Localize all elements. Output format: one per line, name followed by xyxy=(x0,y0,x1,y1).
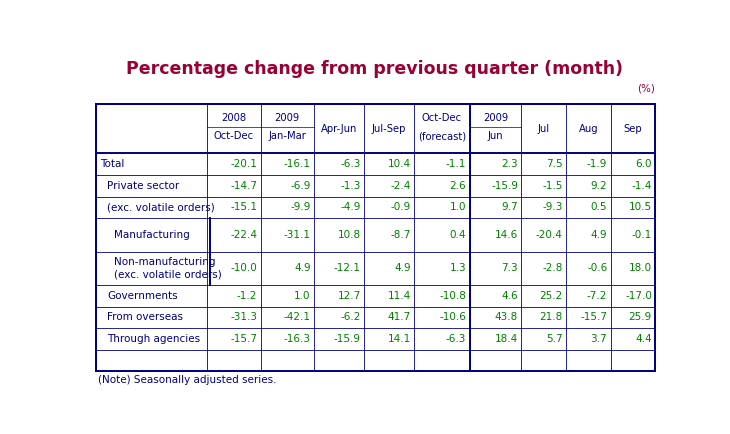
Text: -2.4: -2.4 xyxy=(391,181,411,191)
Text: 14.1: 14.1 xyxy=(388,334,411,344)
Text: 11.4: 11.4 xyxy=(388,291,411,301)
Text: -15.9: -15.9 xyxy=(334,334,361,344)
Text: 7.3: 7.3 xyxy=(502,263,518,273)
Text: (Note) Seasonally adjusted series.: (Note) Seasonally adjusted series. xyxy=(98,375,277,385)
Text: -10.0: -10.0 xyxy=(231,263,257,273)
Text: -20.4: -20.4 xyxy=(536,230,563,240)
Text: -0.6: -0.6 xyxy=(587,263,607,273)
Text: -15.9: -15.9 xyxy=(491,181,518,191)
Text: -31.3: -31.3 xyxy=(230,312,257,322)
Text: -9.9: -9.9 xyxy=(291,202,311,212)
Text: -1.3: -1.3 xyxy=(340,181,361,191)
Text: -15.7: -15.7 xyxy=(580,312,607,322)
Text: -42.1: -42.1 xyxy=(284,312,311,322)
Text: -16.3: -16.3 xyxy=(284,334,311,344)
Text: 25.9: 25.9 xyxy=(629,312,652,322)
Text: (forecast): (forecast) xyxy=(418,131,466,141)
Text: 12.7: 12.7 xyxy=(337,291,361,301)
Text: -2.8: -2.8 xyxy=(542,263,563,273)
Text: Jan-Mar: Jan-Mar xyxy=(269,131,307,141)
Text: 21.8: 21.8 xyxy=(539,312,563,322)
Text: 4.9: 4.9 xyxy=(294,263,311,273)
Text: Manufacturing: Manufacturing xyxy=(115,230,191,240)
Text: 41.7: 41.7 xyxy=(388,312,411,322)
Text: 0.4: 0.4 xyxy=(450,230,466,240)
Text: 0.5: 0.5 xyxy=(591,202,607,212)
Text: -10.8: -10.8 xyxy=(439,291,466,301)
Text: -1.4: -1.4 xyxy=(631,181,652,191)
Text: -4.9: -4.9 xyxy=(340,202,361,212)
Text: Percentage change from previous quarter (month): Percentage change from previous quarter … xyxy=(126,60,623,79)
Text: Jul-Sep: Jul-Sep xyxy=(372,124,407,134)
Text: -31.1: -31.1 xyxy=(284,230,311,240)
Text: 14.6: 14.6 xyxy=(495,230,518,240)
Text: 10.8: 10.8 xyxy=(337,230,361,240)
Text: (exc. volatile orders): (exc. volatile orders) xyxy=(107,202,215,212)
Text: Apr-Jun: Apr-Jun xyxy=(321,124,357,134)
Text: -0.9: -0.9 xyxy=(391,202,411,212)
Text: -6.9: -6.9 xyxy=(291,181,311,191)
Bar xyxy=(96,104,656,371)
Text: 10.5: 10.5 xyxy=(629,202,652,212)
Text: 10.4: 10.4 xyxy=(388,159,411,169)
Text: -7.2: -7.2 xyxy=(587,291,607,301)
Text: Through agencies: Through agencies xyxy=(107,334,200,344)
Text: 9.7: 9.7 xyxy=(502,202,518,212)
Text: Private sector: Private sector xyxy=(107,181,180,191)
Text: -1.5: -1.5 xyxy=(542,181,563,191)
Text: 9.2: 9.2 xyxy=(591,181,607,191)
Text: -8.7: -8.7 xyxy=(391,230,411,240)
Text: 25.2: 25.2 xyxy=(539,291,563,301)
Text: 4.4: 4.4 xyxy=(635,334,652,344)
Text: 4.9: 4.9 xyxy=(591,230,607,240)
Text: 5.7: 5.7 xyxy=(546,334,563,344)
Text: Non-manufacturing: Non-manufacturing xyxy=(115,257,216,267)
Text: 2.3: 2.3 xyxy=(502,159,518,169)
Text: -20.1: -20.1 xyxy=(231,159,257,169)
Text: -0.1: -0.1 xyxy=(631,230,652,240)
Text: Jul: Jul xyxy=(538,124,550,134)
Text: -6.3: -6.3 xyxy=(446,334,466,344)
Text: -15.7: -15.7 xyxy=(230,334,257,344)
Text: -1.1: -1.1 xyxy=(446,159,466,169)
Text: Sep: Sep xyxy=(623,124,642,134)
Text: 18.0: 18.0 xyxy=(629,263,652,273)
Text: (%): (%) xyxy=(637,84,656,94)
Text: -22.4: -22.4 xyxy=(230,230,257,240)
Text: (exc. volatile orders): (exc. volatile orders) xyxy=(115,269,222,279)
Text: Oct-Dec: Oct-Dec xyxy=(214,131,254,141)
Text: Governments: Governments xyxy=(107,291,177,301)
Text: -12.1: -12.1 xyxy=(334,263,361,273)
Text: 1.0: 1.0 xyxy=(294,291,311,301)
Text: -1.2: -1.2 xyxy=(237,291,257,301)
Text: -9.3: -9.3 xyxy=(542,202,563,212)
Text: Aug: Aug xyxy=(579,124,598,134)
Text: 7.5: 7.5 xyxy=(546,159,563,169)
Text: -10.6: -10.6 xyxy=(439,312,466,322)
Text: 2008: 2008 xyxy=(221,113,247,123)
Text: From overseas: From overseas xyxy=(107,312,183,322)
Text: -17.0: -17.0 xyxy=(625,291,652,301)
Text: Jun: Jun xyxy=(488,131,504,141)
Text: Oct-Dec: Oct-Dec xyxy=(422,113,462,123)
Text: 6.0: 6.0 xyxy=(635,159,652,169)
Text: -6.2: -6.2 xyxy=(340,312,361,322)
Text: -6.3: -6.3 xyxy=(340,159,361,169)
Text: -14.7: -14.7 xyxy=(230,181,257,191)
Text: 4.9: 4.9 xyxy=(394,263,411,273)
Text: 2.6: 2.6 xyxy=(450,181,466,191)
Text: 1.0: 1.0 xyxy=(450,202,466,212)
Text: -16.1: -16.1 xyxy=(284,159,311,169)
Text: 3.7: 3.7 xyxy=(591,334,607,344)
Text: 2009: 2009 xyxy=(274,113,300,123)
Text: 2009: 2009 xyxy=(483,113,508,123)
Text: -1.9: -1.9 xyxy=(587,159,607,169)
Text: 4.6: 4.6 xyxy=(502,291,518,301)
Text: -15.1: -15.1 xyxy=(230,202,257,212)
Text: 43.8: 43.8 xyxy=(495,312,518,322)
Text: Total: Total xyxy=(100,159,124,169)
Text: 1.3: 1.3 xyxy=(450,263,466,273)
Text: 18.4: 18.4 xyxy=(495,334,518,344)
